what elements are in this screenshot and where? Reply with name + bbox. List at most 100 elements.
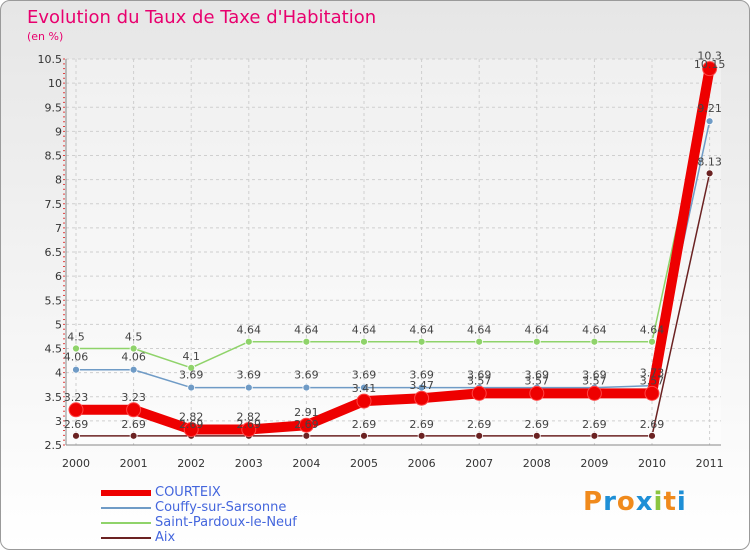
legend-label: COURTEIX [155, 485, 221, 500]
logo-letter: i [653, 487, 664, 517]
data-point [72, 365, 80, 374]
data-label: 2.69 [64, 418, 89, 431]
legend-label: Saint-Pardoux-le-Neuf [155, 515, 297, 530]
y-tick-label: 5.5 [45, 294, 63, 307]
series-line-courteix [71, 63, 715, 435]
x-tick-label: 2009 [580, 457, 608, 470]
x-tick-label: 2002 [177, 457, 205, 470]
data-point [417, 431, 426, 440]
data-label: 10.3 [697, 50, 722, 63]
data-label: 3.73 [640, 367, 665, 380]
data-label: 9.21 [697, 102, 722, 115]
data-label: 4.64 [409, 324, 434, 337]
data-point [648, 431, 656, 440]
y-tick-label: 10.5 [38, 53, 63, 66]
data-point [471, 385, 487, 401]
data-point [648, 337, 656, 346]
data-point [302, 431, 311, 440]
data-point [72, 431, 80, 440]
data-label: 3.69 [352, 369, 377, 382]
data-point [183, 422, 199, 438]
data-label: 2.82 [179, 411, 204, 424]
legend: COURTEIX Couffy-sur-Sarsonne Saint-Pardo… [101, 485, 361, 545]
series-line-aix [75, 172, 711, 437]
x-tick-label: 2000 [62, 457, 90, 470]
legend-label: Aix [155, 530, 176, 545]
x-tick-label: 2003 [235, 457, 263, 470]
data-label: 3.69 [179, 369, 204, 382]
x-tick-label: 2010 [638, 457, 666, 470]
data-label: 3.23 [121, 391, 146, 404]
data-point [129, 344, 138, 353]
y-tick-label: 10 [48, 77, 62, 90]
data-point [705, 169, 714, 178]
y-tick-label: 9.5 [45, 101, 63, 114]
data-point [529, 385, 545, 401]
logo-letter: r [603, 487, 617, 517]
data-point [702, 61, 718, 77]
data-point [360, 431, 368, 440]
data-label: 4.64 [237, 324, 262, 337]
legend-label: Couffy-sur-Sarsonne [155, 500, 287, 515]
legend-swatch [101, 490, 151, 496]
y-tick-label: 8.5 [45, 150, 63, 163]
data-point [129, 431, 138, 440]
data-point [590, 337, 599, 346]
data-label: 3.69 [525, 369, 550, 382]
series-line-saint-pardoux-le-neuf [75, 75, 711, 369]
data-point [302, 337, 311, 346]
data-point [532, 431, 541, 440]
data-label: 3.69 [294, 369, 319, 382]
legend-swatch [101, 522, 151, 524]
legend-item-3: Aix [101, 530, 361, 545]
data-point [302, 383, 311, 392]
data-point [590, 431, 599, 440]
proxiti-logo: Proxiti [583, 487, 687, 517]
data-point [241, 422, 257, 438]
data-label: 4.64 [525, 324, 550, 337]
series-line-couffy-sur-sarsonne [75, 120, 711, 389]
data-point [475, 431, 484, 440]
chart-title: Evolution du Taux de Taxe d'Habitation [27, 7, 377, 28]
data-label: 3.69 [409, 369, 434, 382]
y-tick-label: 6.5 [45, 246, 63, 259]
y-tick-label: 7 [55, 222, 62, 235]
x-tick-label: 2006 [408, 457, 436, 470]
data-point [417, 337, 426, 346]
data-label: 3.69 [582, 369, 607, 382]
data-label: 4.64 [352, 324, 377, 337]
data-label: 3.57 [582, 374, 607, 387]
data-point [298, 417, 314, 433]
data-point [532, 337, 541, 346]
data-label: 3.57 [467, 374, 492, 387]
data-label: 10.15 [694, 58, 726, 71]
data-label: 2.69 [525, 418, 550, 431]
data-label: 4.5 [67, 331, 85, 344]
data-point [586, 385, 602, 401]
data-point [244, 337, 253, 346]
y-tick-label: 4 [55, 367, 62, 380]
data-point [187, 363, 196, 372]
y-tick-label: 3 [55, 415, 62, 428]
data-label: 3.57 [640, 374, 665, 387]
data-label: 3.23 [64, 391, 89, 404]
data-label: 4.64 [640, 324, 665, 337]
data-label: 3.57 [525, 374, 550, 387]
y-tick-label: 9 [55, 125, 62, 138]
data-point [360, 383, 368, 392]
x-tick-label: 2011 [696, 457, 724, 470]
data-label: 2.69 [582, 418, 607, 431]
logo-letter: P [583, 487, 604, 517]
data-label: 3.47 [409, 379, 434, 392]
data-label: 4.5 [125, 331, 143, 344]
data-label: 2.82 [237, 411, 262, 424]
data-label: 2.69 [294, 418, 319, 431]
y-tick-label: 2.5 [45, 439, 63, 452]
logo-letter: t [663, 487, 677, 517]
legend-swatch [101, 507, 151, 509]
x-tick-label: 2001 [120, 457, 148, 470]
data-label: 4.64 [582, 324, 607, 337]
data-label: 2.69 [467, 418, 492, 431]
y-tick-label: 5 [55, 318, 62, 331]
